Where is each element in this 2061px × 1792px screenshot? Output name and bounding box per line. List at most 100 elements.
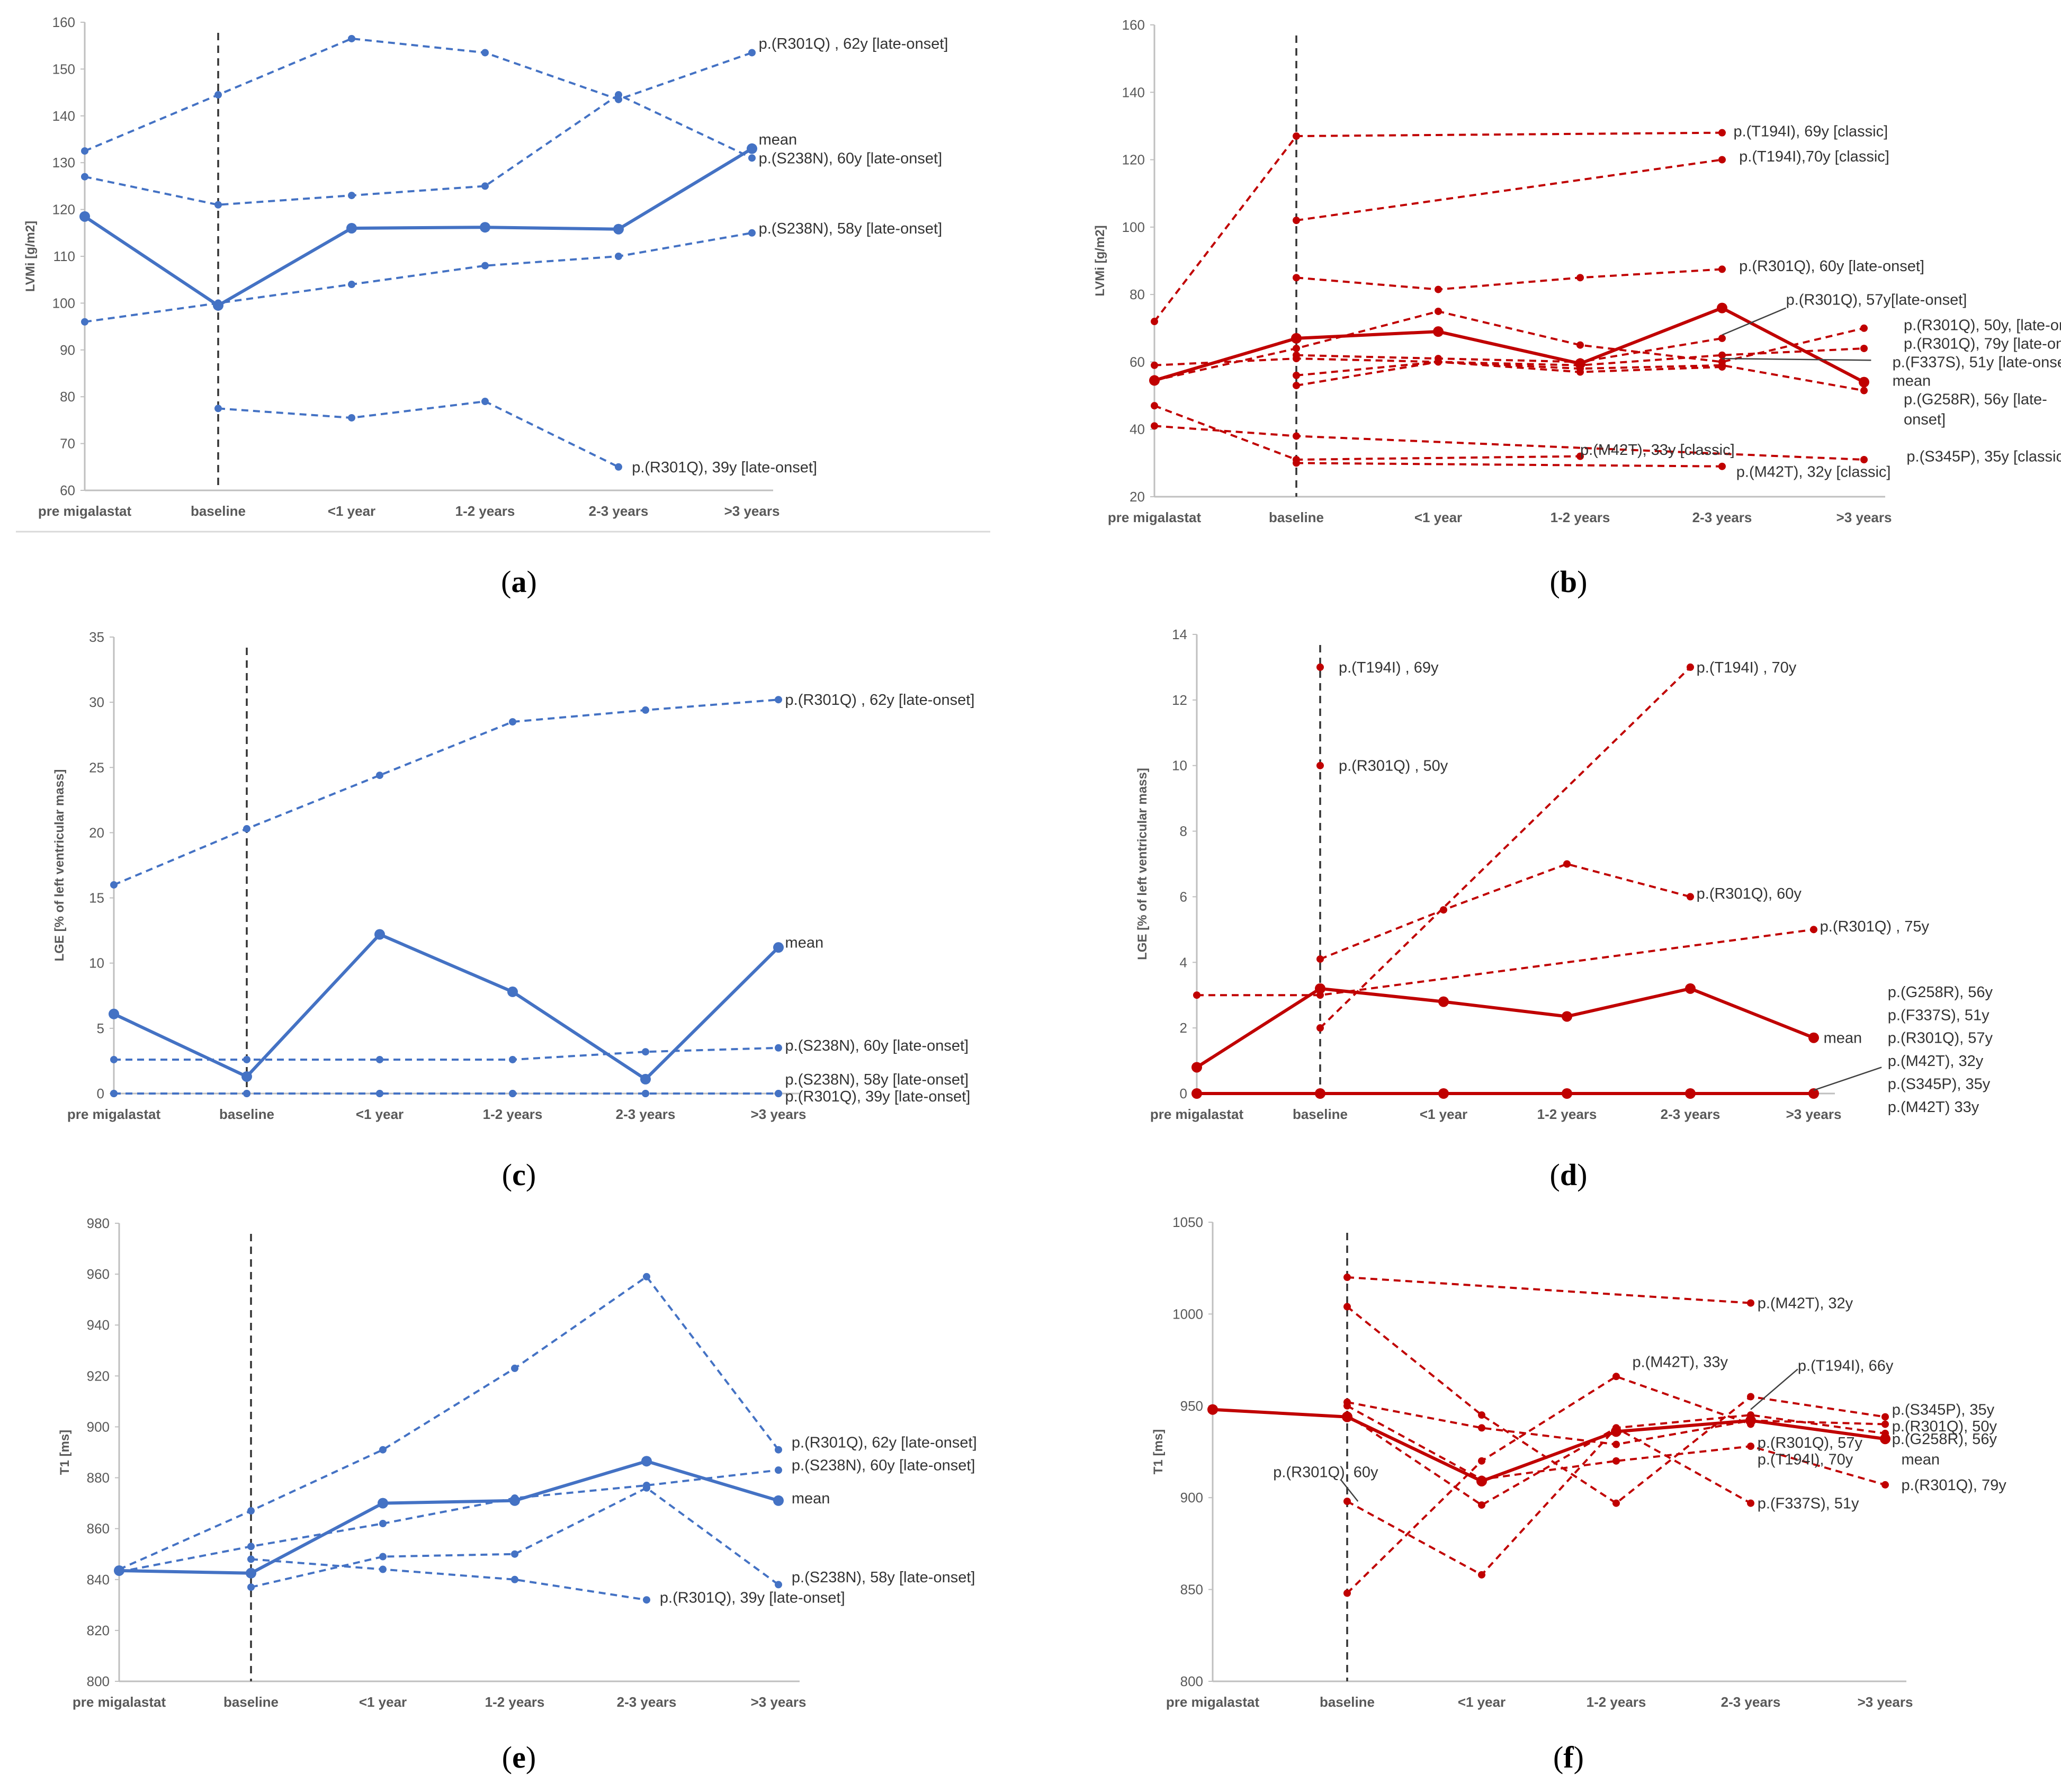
panel-b-series-p-r301q-79y-late-onset-point [1151, 361, 1158, 369]
panel-f-xtick-label: <1 year [1458, 1694, 1506, 1710]
panel-d-series-p-r301q-60y-point [1316, 955, 1324, 963]
panel-e-xtick-label: >3 years [751, 1694, 807, 1710]
panel-a-series-mean-point [747, 143, 757, 154]
panel-c-series-p-r301q-39y-late-onset-point [110, 1090, 118, 1097]
panel-f-annotation: p.(T194I), 66y [1798, 1358, 1894, 1375]
panel-a-ytick-label: 80 [60, 389, 75, 405]
panel-c-series-p-r301q-39y-late-onset-point [243, 1090, 250, 1097]
panel-f-annotation: p.(M42T), 32y [1758, 1295, 1853, 1312]
panel-b-leader-line [1722, 357, 1871, 361]
panel-a-series-p-r301q-62y-late-onset-line [84, 37, 752, 152]
panel-e-xtick-label: 2-3 years [617, 1694, 677, 1710]
panel-d-caption-letter: d [1560, 1158, 1577, 1192]
panel-c-annotation: p.(R301Q), 39y [late-onset] [785, 1088, 971, 1105]
panel-d-series-mean-point [1438, 996, 1449, 1007]
panel-a-series-p-s238n-58y-late-onset-point [348, 281, 355, 289]
panel-b-series-p-r301q-50y-late-onset-point [1293, 344, 1300, 352]
panel-f-series-p-f337s-51y-point [1881, 1481, 1889, 1489]
panel-b-ytick-label: 60 [1130, 354, 1145, 370]
panel-a-series-p-r301q-39y-late-onset-line [218, 400, 619, 468]
panel-f-ytick-label: 850 [1180, 1582, 1203, 1598]
panel-e-series-p-s238n-58y-late-onset-point [247, 1583, 255, 1591]
panel-d-annotation: p.(M42T), 32y [1888, 1053, 1984, 1070]
panel-d-ytick-label: 10 [1172, 758, 1187, 774]
panel-e-series-p-r301q-62y-late-onset-point [775, 1446, 782, 1454]
panel-e-xtick-label: 1-2 years [485, 1694, 545, 1710]
panel-e-series-p-r301q-62y-late-onset-line [119, 1275, 779, 1571]
panel-a-series-p-r301q-62y-late-onset-point [748, 49, 756, 57]
panel-e-ytick-label: 860 [87, 1521, 110, 1537]
panel-d-series-mean-line [1196, 987, 1815, 1069]
panel-b-series-p-r301q-50y-late-onset-point [1860, 324, 1868, 332]
panel-a-annotation: p.(R301Q), 39y [late-onset] [632, 459, 817, 476]
panel-d-xtick-label: pre migalastat [1150, 1106, 1244, 1122]
panel-a-caption-open: ( [501, 565, 511, 599]
panel-e-annotation: p.(R301Q), 39y [late-onset] [660, 1589, 845, 1606]
panel-d-xtick-label: baseline [1293, 1106, 1348, 1122]
panel-c: 0 5 10 15 20 25 30 35 LGE [% of left ventricular… [52, 629, 974, 1192]
panel-f-series-p-f337s-51y-point [1343, 1402, 1351, 1410]
panel-e-ytick-label: 820 [87, 1623, 110, 1638]
panel-a-series-p-s238n-60y-late-onset-point [481, 182, 489, 190]
panel-b-caption-letter: b [1560, 565, 1577, 599]
panel-f-annotation: p.(S345P), 35y [1892, 1402, 1995, 1419]
panel-b-series-p-r301q-50y-late-onset-point [1576, 341, 1584, 349]
panel-a-series-p-r301q-39y-late-onset-point [348, 414, 355, 422]
panel-d-series-p-t194i-70y-point [1316, 1024, 1324, 1032]
panel-f-series-p-t194i-66y-point [1612, 1373, 1620, 1381]
panel-a-xtick-label: 1-2 years [455, 503, 515, 519]
panel-a-series-p-r301q-62y-late-onset-point [214, 91, 222, 99]
panel-d-annotation: p.(G258R), 56y [1888, 984, 1993, 1001]
panel-f-caption: (f) [1553, 1740, 1584, 1775]
panel-f-caption-open: ( [1553, 1740, 1563, 1775]
panel-e-series-p-r301q-39y-late-onset-line [250, 1558, 647, 1601]
panel-b-series-p-r301q-60y-late-onset-point [1293, 274, 1300, 282]
panel-f-series-p-s345p-35y-point [1881, 1420, 1889, 1428]
panel-d-series-zero-group-point [1315, 1088, 1325, 1099]
panel-f-series-p-m42t-33y-point [1343, 1303, 1351, 1311]
panel-e-series-mean-point [509, 1495, 520, 1506]
panel-e-ytick-label: 960 [87, 1266, 110, 1282]
panel-d-series-mean-point [1562, 1011, 1572, 1022]
panel-a-ytick-label: 60 [60, 482, 75, 498]
panel-f-series-p-f337s-51y-point [1612, 1457, 1620, 1465]
panel-b-series-p-t194i-70y-classic-point [1718, 156, 1726, 164]
panel-f-series-mean-point [1476, 1475, 1487, 1486]
panel-a-series-p-s238n-58y-late-onset-line [84, 231, 752, 323]
panel-a-series-mean-line [84, 147, 753, 307]
panel-c-annotation: p.(S238N), 58y [late-onset] [785, 1071, 969, 1088]
panel-c-series-p-r301q-39y-late-onset-point [376, 1090, 383, 1097]
panel-c-annotation: p.(S238N), 60y [late-onset] [785, 1037, 969, 1054]
panel-a-series-p-s238n-60y-late-onset-point [214, 201, 222, 209]
panel-c-caption: (c) [502, 1158, 536, 1192]
panel-a-series-p-s238n-58y-late-onset-point [615, 253, 622, 260]
panel-b-series-mean-point [1575, 358, 1585, 369]
panel-b-ytick-label: 40 [1130, 422, 1145, 437]
panel-b-series-p-r301q-50y-late-onset-line [1154, 310, 1865, 382]
panel-d-series-zero-group-point [1191, 1088, 1202, 1099]
panel-b-y-axis-title: LVMi [g/m2] [1093, 225, 1107, 296]
panel-d-caption: (d) [1550, 1158, 1588, 1192]
panel-e-series-p-s238n-60y-late-onset-point [379, 1520, 387, 1528]
panel-d-series-zero-group-point [1562, 1088, 1572, 1099]
panel-b-annotation: onset] [1904, 411, 1946, 428]
panel-f-annotation: p.(F337S), 51y [1758, 1495, 1859, 1512]
panel-a-ytick-label: 160 [52, 14, 75, 30]
panel-e-y-axis-title: T1 [ms] [58, 1430, 72, 1475]
panel-c-series-p-s238n-60y-late-onset-point [775, 1044, 782, 1052]
panel-d-annotation: p.(R301Q), 57y [1888, 1030, 1993, 1047]
panel-d-series-zero-group-point [1808, 1088, 1819, 1099]
panel-d-series-p-r301q-60y-line [1320, 863, 1691, 960]
panel-a-series-mean-point [79, 211, 90, 222]
panel-f-series-p-r301q-60y-point [1478, 1571, 1485, 1579]
panel-e-series-mean-point [773, 1495, 784, 1506]
panel-e-series-p-r301q-62y-late-onset-point [379, 1446, 387, 1454]
panel-a-series-p-s238n-60y-late-onset-point [81, 173, 88, 181]
panel-d-ytick-label: 14 [1172, 626, 1187, 642]
panel-f-series-p-g258r-56y-point [1478, 1501, 1485, 1509]
panel-a-series-p-s238n-60y-late-onset-point [748, 154, 756, 162]
panel-f-series-mean-point [1611, 1426, 1621, 1437]
panel-f: 800 850 900 950 1000 1050 T1 [ms] pre migalasta… [1151, 1214, 2006, 1775]
panel-f-series-p-m42t-33y-point [1881, 1413, 1889, 1421]
panel-b-series-mean-point [1717, 302, 1727, 313]
